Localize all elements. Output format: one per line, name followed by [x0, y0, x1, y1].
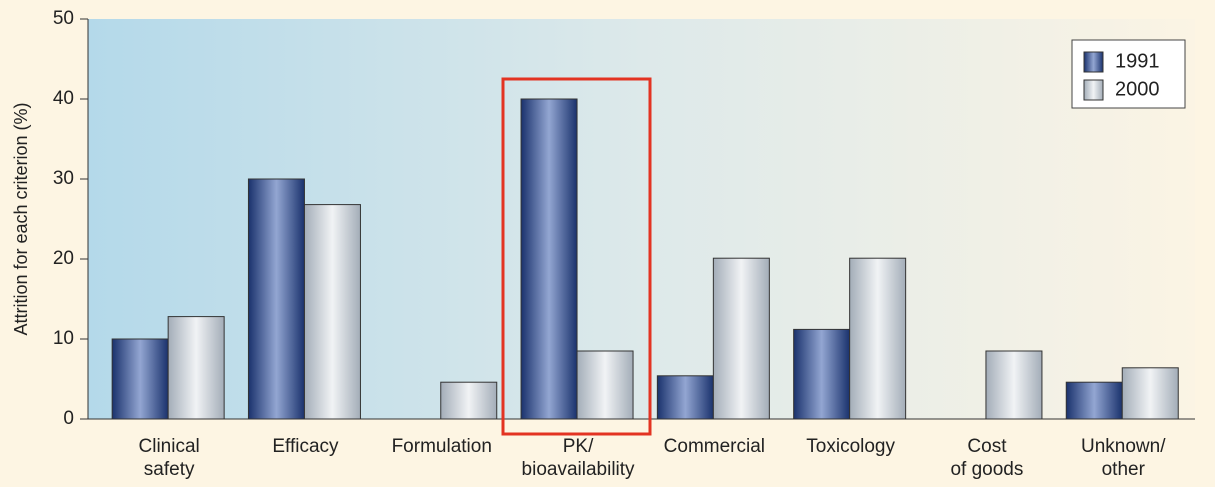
bar [167, 316, 225, 420]
bar [985, 350, 1043, 420]
bar [793, 328, 851, 420]
y-tick-label: 20 [53, 248, 74, 269]
bar [849, 257, 907, 420]
x-tick-label: Commercial [664, 436, 765, 457]
bar [303, 204, 361, 420]
bar [111, 338, 169, 420]
legend-label: 1991 [1115, 50, 1160, 72]
y-tick-label: 30 [53, 168, 74, 189]
legend-swatch [1083, 51, 1104, 73]
bar [440, 381, 498, 420]
x-tick-label: PK/bioavailability [522, 436, 636, 480]
x-tick-label: Clinical safety [139, 436, 200, 480]
y-tick-label: 10 [53, 328, 74, 349]
bar [1065, 381, 1123, 420]
bar [1121, 367, 1179, 420]
y-tick-label: 50 [53, 8, 74, 29]
y-tick-label: 0 [63, 408, 74, 429]
bar [576, 350, 634, 420]
x-tick-label: Cost of goods [950, 436, 1023, 480]
x-tick-label: Efficacy [272, 436, 339, 457]
y-axis-label: Attrition for each criterion (%) [11, 102, 31, 335]
y-tick-label: 40 [53, 88, 74, 109]
x-tick-label: Toxicology [806, 436, 895, 457]
x-tick-label: Unknown/other [1081, 436, 1166, 480]
legend-swatch [1083, 79, 1104, 101]
bar [520, 98, 578, 420]
highlight-box [501, 77, 652, 436]
bar [247, 178, 305, 420]
legend-label: 2000 [1115, 78, 1160, 100]
bar [656, 375, 714, 420]
bar [712, 257, 770, 420]
x-tick-label: Formulation [392, 436, 492, 457]
